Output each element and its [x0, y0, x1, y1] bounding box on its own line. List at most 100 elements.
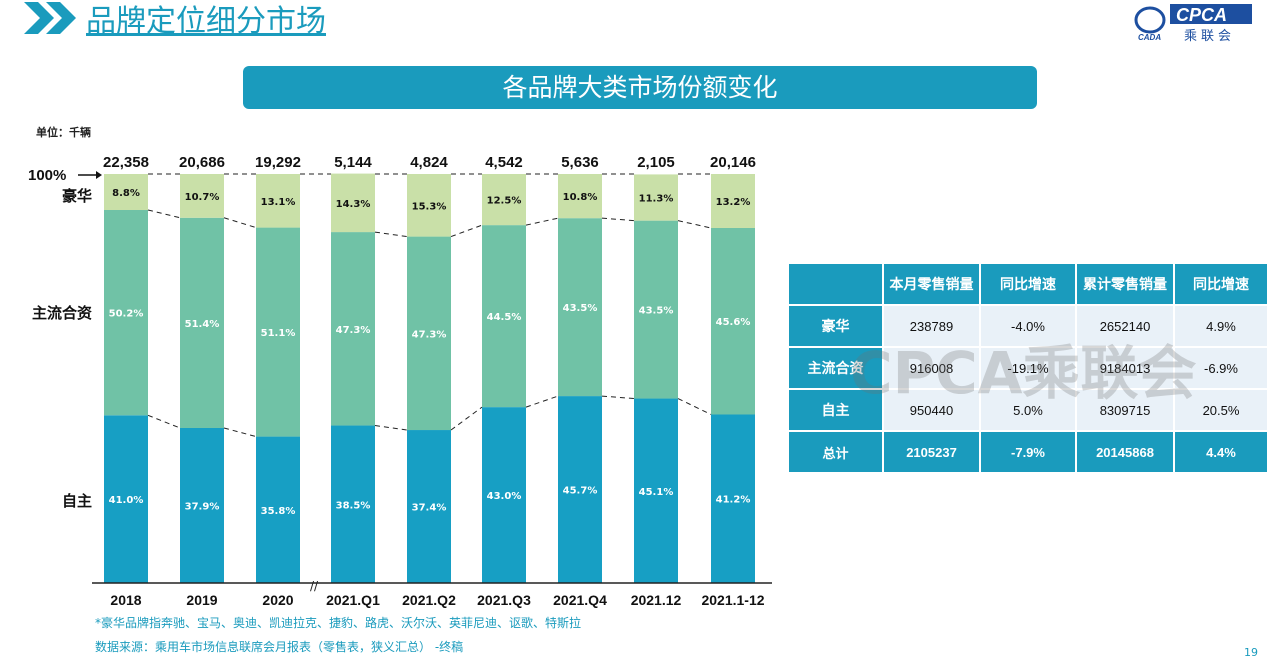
bar-segment — [711, 227, 755, 415]
data-label: 35.8% — [261, 506, 296, 517]
table-cell: 2652140 — [1077, 306, 1173, 346]
x-tick-label: 2021.Q1 — [326, 592, 380, 608]
table-cell: 916008 — [884, 348, 979, 388]
data-label: 38.5% — [336, 500, 371, 511]
bar-segment — [634, 174, 678, 221]
connector-line — [374, 425, 408, 431]
connector-line — [223, 217, 257, 229]
table-cell: 20.5% — [1175, 390, 1267, 430]
arrow-head-icon — [96, 171, 102, 179]
data-label: 11.3% — [639, 194, 674, 205]
x-tick-label: 2021.1-12 — [701, 592, 764, 608]
table-cell: 2105237 — [884, 432, 979, 472]
data-label: 45.1% — [639, 487, 674, 498]
connector-line — [525, 217, 559, 226]
connector-line — [147, 414, 181, 429]
data-label: 47.3% — [412, 329, 447, 340]
bar-segment — [407, 236, 451, 431]
data-label: 10.8% — [563, 192, 598, 203]
table-cell: 9184013 — [1077, 348, 1173, 388]
table-cell: 950440 — [884, 390, 979, 430]
total-label: 19,292 — [255, 154, 301, 171]
svg-text:CPCA: CPCA — [1176, 5, 1227, 25]
x-tick-label: 2021.Q2 — [402, 592, 456, 608]
total-label: 5,144 — [334, 154, 372, 171]
data-label: 37.4% — [412, 503, 447, 514]
bar-segment — [407, 174, 451, 237]
table-header: 同比增速 — [981, 264, 1075, 304]
svg-text:乘联会: 乘联会 — [1184, 29, 1235, 42]
table-header: 同比增速 — [1175, 264, 1267, 304]
bar-segment — [558, 218, 602, 397]
data-label: 50.2% — [109, 309, 144, 320]
page-number: 19 — [1244, 646, 1258, 659]
connector-line — [450, 224, 483, 238]
table-cell: -4.0% — [981, 306, 1075, 346]
x-tick-label: 2021.Q4 — [553, 592, 607, 608]
connector-line — [601, 395, 635, 400]
row-label: 总计 — [789, 432, 882, 472]
data-label: 43.5% — [563, 303, 598, 314]
bar-segment — [104, 174, 148, 210]
top-marker-label: 100% — [28, 167, 66, 184]
bar-segment — [634, 398, 678, 583]
series-label-domestic: 自主 — [61, 492, 92, 510]
table-header: 本月零售销量 — [884, 264, 979, 304]
connector-line — [677, 398, 712, 415]
connector-line — [525, 395, 559, 408]
data-label: 13.1% — [261, 197, 296, 208]
table-total-row: 总计 2105237 -7.9% 20145868 4.4% — [789, 432, 1267, 472]
page-title: 品牌定位细分市场 — [86, 4, 326, 39]
svg-text:CADA: CADA — [1138, 33, 1161, 42]
data-label: 44.5% — [487, 312, 522, 323]
table-cell: 4.4% — [1175, 432, 1267, 472]
row-label: 自主 — [789, 390, 882, 430]
table-cell: 238789 — [884, 306, 979, 346]
data-label: 13.2% — [716, 197, 751, 208]
data-label: 14.3% — [336, 199, 371, 210]
bar-segment — [256, 227, 300, 437]
row-label: 主流合资 — [789, 348, 882, 388]
connector-line — [374, 231, 408, 238]
data-label: 8.8% — [112, 188, 140, 199]
bar-segment — [256, 436, 300, 583]
table-cell: -19.1% — [981, 348, 1075, 388]
connector-line — [677, 220, 712, 229]
cpca-logo: CPCA CADA 乘联会 — [1134, 2, 1254, 46]
data-label: 37.9% — [185, 501, 220, 512]
chevron-icon — [24, 2, 76, 34]
bar-segment — [331, 173, 375, 233]
data-label: 45.6% — [716, 317, 751, 328]
bar-segment — [482, 174, 526, 226]
table-row: 主流合资 916008 -19.1% 9184013 -6.9% — [789, 348, 1267, 388]
data-label: 51.4% — [185, 319, 220, 330]
table-header-row: 本月零售销量 同比增速 累计零售销量 同比增速 — [789, 264, 1267, 304]
table-header — [789, 264, 882, 304]
data-label: 41.0% — [109, 495, 144, 506]
connector-line — [601, 217, 635, 222]
data-label: 43.0% — [487, 491, 522, 502]
total-label: 2,105 — [637, 154, 675, 171]
table-cell: 20145868 — [1077, 432, 1173, 472]
bar-segment — [180, 217, 224, 428]
data-label: 43.5% — [639, 306, 674, 317]
unit-label: 单位：千辆 — [36, 126, 91, 139]
stacked-bar-chart: 41.0% 50.2% 8.8% 22,358 2018 37.9% 51.4% 10.7% 2… — [28, 154, 772, 608]
data-label: 12.5% — [487, 196, 522, 207]
bar-segment — [711, 414, 755, 583]
bar-segment — [558, 396, 602, 583]
data-label: 15.3% — [412, 201, 447, 212]
luxury-footnote: *豪华品牌指奔驰、宝马、奥迪、凯迪拉克、捷豹、路虎、沃尔沃、英菲尼迪、讴歌、特斯… — [95, 616, 582, 630]
x-tick-label: 2020 — [262, 592, 293, 608]
total-label: 5,636 — [561, 154, 599, 171]
axis-break-mark: // — [310, 579, 319, 593]
table-cell: 8309715 — [1077, 390, 1173, 430]
series-label-luxury: 豪华 — [61, 187, 92, 205]
total-label: 20,146 — [710, 154, 756, 171]
connector-line — [450, 406, 483, 431]
bar-segment — [634, 220, 678, 399]
bar-segment — [711, 174, 755, 228]
table-cell: 5.0% — [981, 390, 1075, 430]
data-label: 10.7% — [185, 192, 220, 203]
bar-segment — [331, 232, 375, 426]
